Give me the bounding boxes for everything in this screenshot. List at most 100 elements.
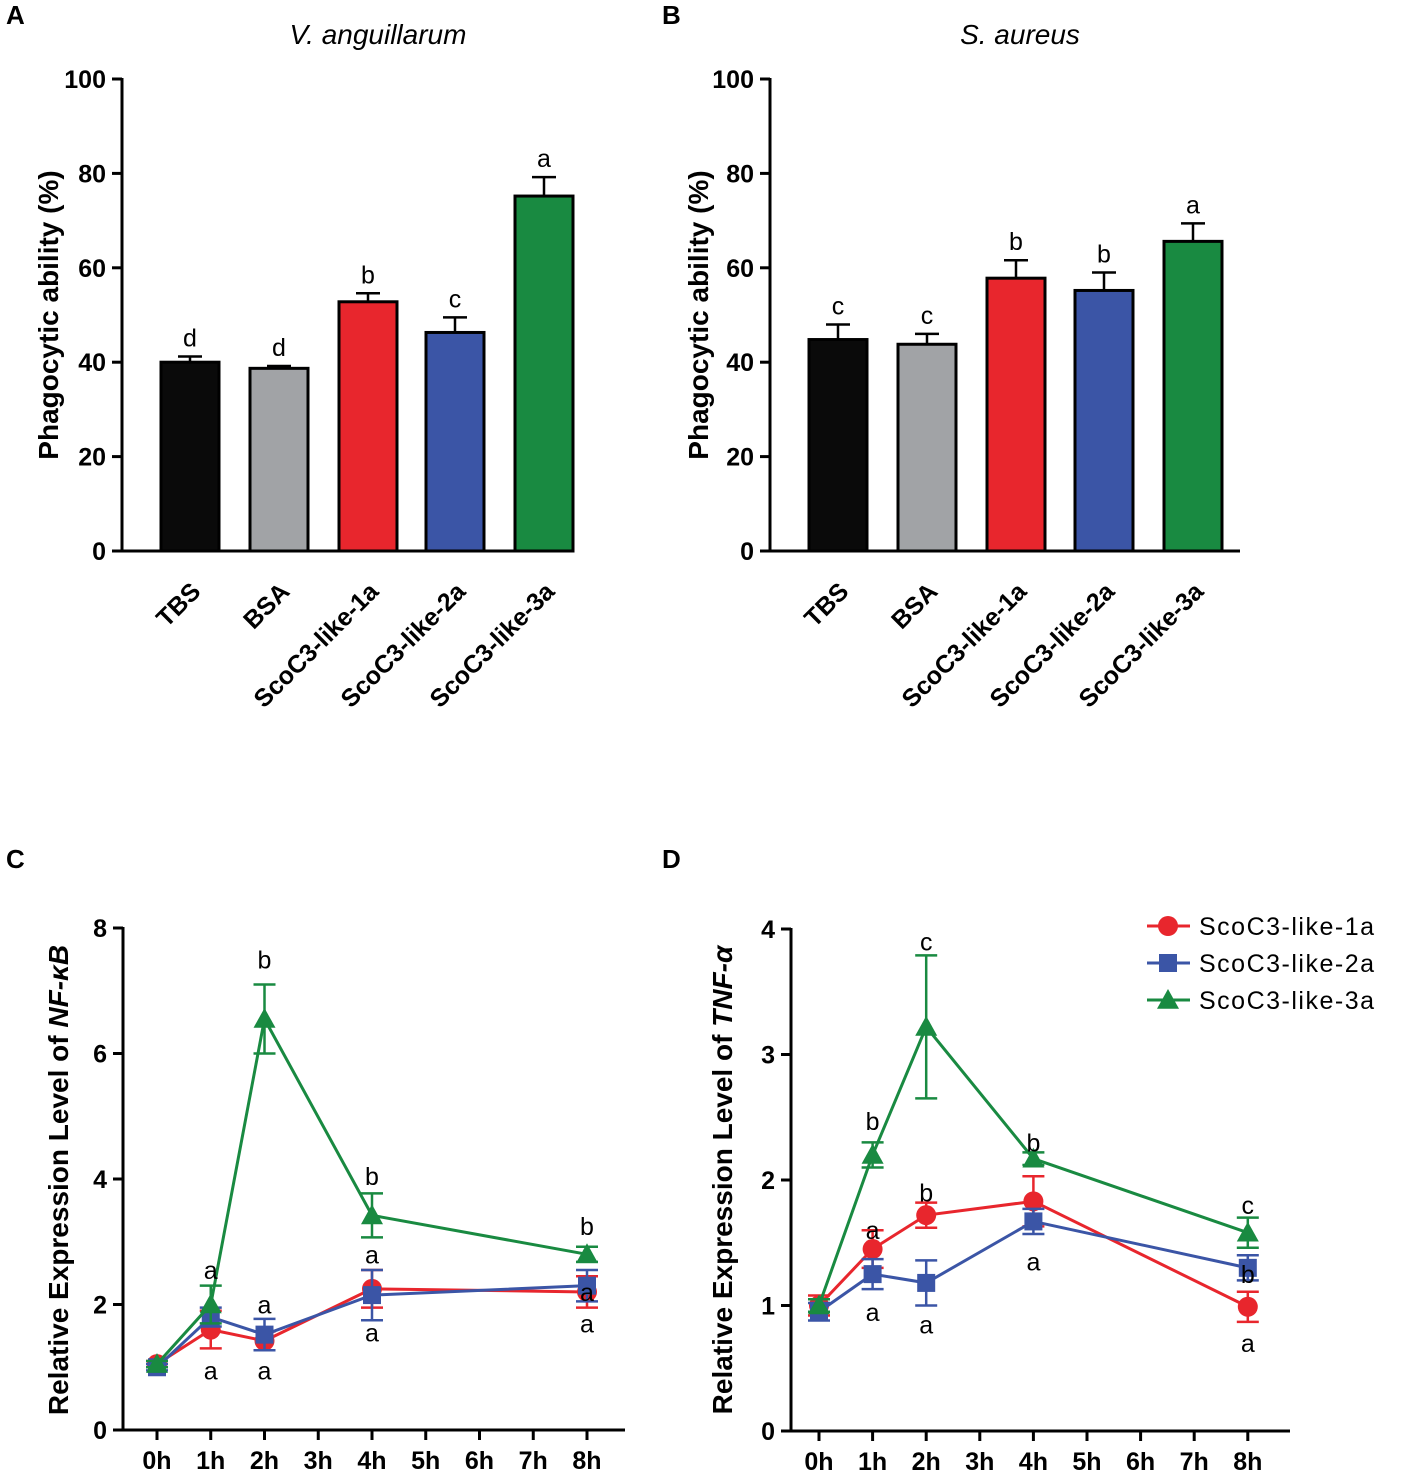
data-point [1236, 1221, 1259, 1242]
bar-scoc3-like-3a [513, 194, 575, 553]
x-tick-label: 7h [519, 1447, 548, 1474]
legend-label: ScoC3-like-3a [1199, 987, 1376, 1015]
x-tick-label: 1h [196, 1447, 225, 1474]
legend-marker [1158, 916, 1178, 936]
data-point [862, 1239, 883, 1260]
y-tick-label: 40 [726, 349, 754, 377]
bar-scoc3-like-1a [985, 276, 1047, 553]
y-tick-label: 3 [761, 1042, 775, 1070]
y-tick-label: 4 [93, 1166, 107, 1194]
y-axis-label-c: Relative Expression Level of NF-κB [43, 945, 74, 1415]
y-axis-label-c-gene: NF-κB [43, 945, 74, 1028]
significance-letter: a [580, 1279, 594, 1307]
x-tick-label: TBS [151, 577, 206, 632]
significance-letter: b [1241, 1261, 1255, 1289]
y-axis-label-b: Phagocytic ability (%) [683, 170, 714, 459]
significance-letter: c [921, 302, 934, 330]
legend-item-scoc3-like-3a: ScoC3-like-3a [1147, 987, 1376, 1015]
x-tick-label: 5h [411, 1447, 440, 1474]
significance-letter: a [365, 1241, 379, 1269]
significance-letter: c [449, 285, 462, 313]
legend-item-scoc3-like-2a: ScoC3-like-2a [1147, 950, 1376, 978]
significance-letter: d [272, 334, 286, 362]
y-tick-label: 2 [761, 1167, 775, 1195]
x-tick-label: 7h [1180, 1448, 1209, 1474]
data-point [199, 1293, 222, 1314]
panel-letter-c: C [6, 844, 25, 874]
y-tick-label: 0 [92, 538, 106, 566]
y-tick-label: 0 [93, 1417, 107, 1445]
panel-a-bar-chart: A V. anguillarum Phagocytic ability (%) … [6, 0, 575, 713]
data-point [863, 1265, 882, 1284]
x-tick-label: BSA [238, 577, 295, 634]
y-tick-label: 60 [726, 255, 754, 283]
significance-letter: c [1242, 1192, 1255, 1220]
x-tick-label: 2h [250, 1447, 279, 1474]
significance-letter: a [866, 1217, 880, 1245]
significance-letter: a [258, 1357, 272, 1385]
panel-letter-b: B [662, 0, 681, 30]
legend: ScoC3-like-1a ScoC3-like-2a ScoC3-like-3a [1147, 913, 1376, 1015]
x-tick-label: 6h [1126, 1448, 1155, 1474]
y-axis-label-c-prefix: Relative Expression Level of [43, 1028, 74, 1416]
y-tick-label: 8 [93, 915, 107, 943]
data-point [861, 1143, 884, 1164]
x-tick-label: 3h [965, 1448, 994, 1474]
legend-marker [1159, 954, 1177, 972]
bar-tbs [159, 360, 221, 553]
series-scoc3-like-3a [808, 954, 1259, 1315]
legend-marker [1157, 989, 1179, 1009]
significance-letter: a [866, 1299, 880, 1327]
y-tick-label: 80 [78, 160, 106, 188]
data-point [1237, 1296, 1258, 1317]
x-tick-label: 6h [465, 1447, 494, 1474]
significance-letter: a [258, 1292, 272, 1320]
significance-letter: d [183, 325, 197, 353]
x-tick-label: 3h [304, 1447, 333, 1474]
bar-bsa [896, 342, 958, 553]
significance-letter: b [361, 261, 375, 289]
y-axis-label-d: Relative Expression Level of TNF-α [707, 944, 738, 1414]
y-tick-label: 4 [761, 916, 775, 944]
data-point [255, 1325, 274, 1344]
y-tick-label: 40 [78, 349, 106, 377]
bar-scoc3-like-2a [1073, 288, 1135, 553]
bar-bsa [248, 366, 310, 553]
y-tick-label: 6 [93, 1041, 107, 1069]
significance-letter: a [1186, 191, 1200, 219]
bar-scoc3-like-1a [337, 300, 399, 553]
panel-letter-a: A [6, 0, 25, 30]
data-point [1024, 1212, 1043, 1231]
y-tick-label: 1 [761, 1293, 775, 1321]
y-axis-label-d-gene: TNF-α [707, 944, 738, 1027]
significance-letter: a [580, 1310, 594, 1338]
data-point [578, 1276, 596, 1295]
x-tick-label: 0h [804, 1448, 833, 1474]
significance-letter: a [204, 1357, 218, 1385]
data-point [576, 1243, 598, 1264]
data-point [361, 1204, 383, 1225]
significance-letter: b [1097, 241, 1111, 269]
significance-letter: a [365, 1320, 379, 1348]
data-point [916, 1205, 937, 1226]
legend-label: ScoC3-like-1a [1199, 913, 1376, 941]
significance-letter: a [204, 1257, 218, 1285]
bar-scoc3-like-3a [1162, 239, 1224, 553]
panel-d-line-chart: D Relative Expression Level of TNF-α 0 1 2… [662, 844, 1376, 1474]
significance-letter: b [580, 1213, 594, 1241]
significance-letter: a [919, 1311, 933, 1339]
y-axis-label-d-prefix: Relative Expression Level of [707, 1027, 738, 1415]
legend-label: ScoC3-like-2a [1199, 950, 1376, 978]
significance-letter: b [919, 1180, 933, 1208]
significance-letter: b [258, 946, 272, 974]
panel-letter-d: D [662, 844, 681, 874]
significance-letter: b [1009, 228, 1023, 256]
x-tick-label: 1h [858, 1448, 887, 1474]
chart-title-a: V. anguillarum [290, 19, 467, 50]
y-tick-label: 20 [726, 444, 754, 472]
x-tick-label: 4h [1019, 1448, 1048, 1474]
x-tick-label: BSA [886, 577, 943, 634]
x-tick-label: 2h [912, 1448, 941, 1474]
y-tick-label: 100 [712, 66, 754, 94]
